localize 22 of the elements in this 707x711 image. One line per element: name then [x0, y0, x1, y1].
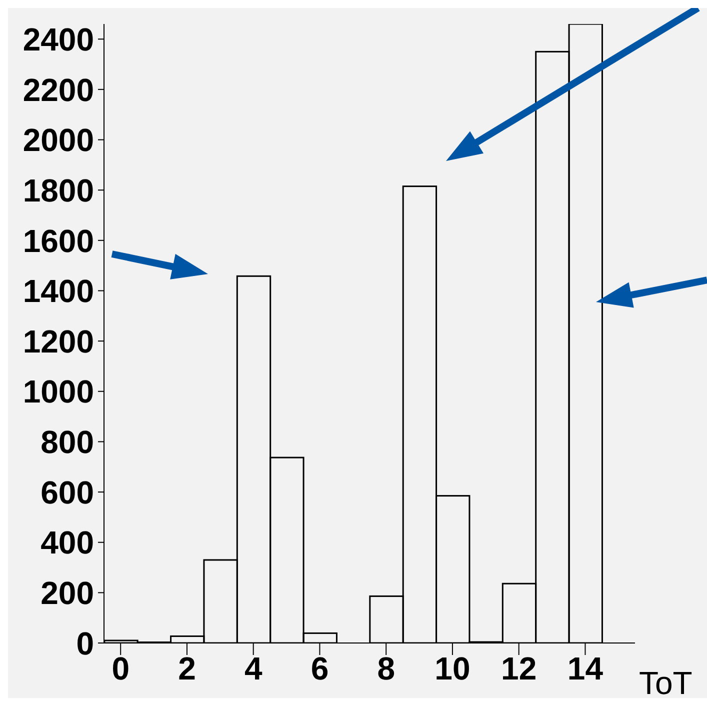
- x-tick-label: 6: [310, 650, 329, 687]
- y-tick-label: 2200: [22, 72, 94, 108]
- x-tick-label: 0: [112, 650, 130, 687]
- x-tick-label: 10: [434, 650, 470, 687]
- y-tick-label: 1800: [22, 172, 94, 208]
- y-tick-label: 400: [40, 524, 94, 561]
- x-tick-label: 2: [178, 650, 196, 687]
- x-tick-label: 12: [501, 650, 537, 687]
- y-tick-label: 1400: [22, 273, 94, 310]
- y-tick-label: 200: [40, 575, 94, 612]
- y-tick-label: 0: [76, 625, 94, 662]
- x-tick-label: 8: [377, 650, 395, 687]
- x-tick-label: 4: [244, 650, 262, 687]
- y-tick-label: 1000: [22, 374, 94, 410]
- y-tick-label: 1600: [22, 222, 94, 259]
- y-tick-label: 600: [40, 474, 94, 510]
- x-axis-title: ToT: [639, 664, 692, 701]
- y-tick-label: 2400: [22, 21, 94, 58]
- y-tick-label: 2000: [22, 122, 94, 158]
- x-tick-label: 14: [567, 650, 604, 687]
- y-tick-label: 1200: [22, 323, 94, 360]
- y-tick-label: 800: [40, 424, 94, 460]
